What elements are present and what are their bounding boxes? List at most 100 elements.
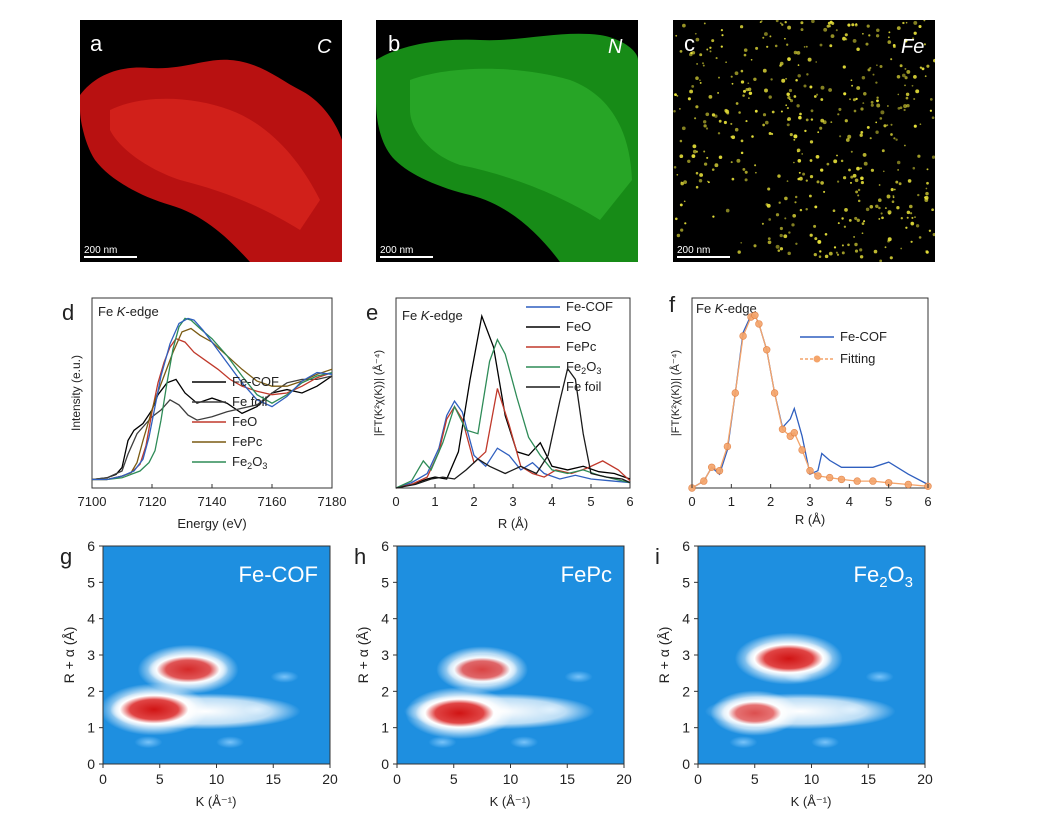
iron-dot <box>915 224 920 228</box>
fitting-point <box>762 346 771 354</box>
x-tick-label: 4 <box>548 494 555 509</box>
iron-dot <box>904 67 907 70</box>
iron-dot <box>872 73 875 76</box>
iron-dot <box>809 85 813 89</box>
iron-dot <box>926 181 929 185</box>
x-tick-label: 20 <box>917 771 933 787</box>
legend-label: FePc <box>566 339 597 354</box>
iron-dot <box>725 61 727 64</box>
x-tick-label: 5 <box>587 494 594 509</box>
sample-label-sub2: 2 <box>879 574 887 591</box>
x-axis-label: R (Å) <box>795 512 825 527</box>
iron-dot <box>740 80 745 84</box>
iron-dot <box>804 129 807 133</box>
series-line-2 <box>395 388 631 489</box>
iron-dot <box>696 62 699 65</box>
iron-dot <box>893 188 896 191</box>
iron-dot <box>798 115 802 120</box>
iron-dot <box>744 178 748 182</box>
iron-dot <box>761 222 764 225</box>
iron-dot <box>865 207 870 212</box>
iron-dot <box>823 27 828 32</box>
iron-dot <box>838 107 842 111</box>
iron-dot <box>910 240 913 243</box>
iron-dot <box>833 246 837 249</box>
texture-blob <box>729 736 758 749</box>
map-background <box>673 20 935 262</box>
iron-dot <box>856 47 860 51</box>
x-axis-label: R (Å) <box>498 516 528 531</box>
iron-dot <box>725 208 730 213</box>
iron-dot <box>802 172 806 176</box>
iron-dot <box>876 28 880 33</box>
series-line-4 <box>395 367 631 489</box>
iron-dot <box>835 29 838 32</box>
legend-label: FePc <box>232 434 263 449</box>
iron-dot <box>798 171 801 174</box>
iron-dot <box>731 82 734 85</box>
iron-dot <box>695 37 700 42</box>
x-tick-label: 15 <box>559 771 575 787</box>
fitting-point <box>869 477 877 485</box>
iron-dot <box>750 58 753 61</box>
iron-dot <box>797 150 799 153</box>
iron-dot <box>788 231 791 234</box>
iron-dot <box>714 163 719 168</box>
iron-dot <box>730 161 733 164</box>
iron-dot <box>888 212 891 215</box>
iron-dot <box>893 137 896 140</box>
iron-dot <box>899 64 903 68</box>
iron-dot <box>850 150 853 153</box>
iron-dot <box>742 94 745 97</box>
iron-dot <box>743 48 748 52</box>
iron-dot <box>784 21 787 24</box>
iron-dot <box>731 177 735 181</box>
iron-dot <box>813 95 817 98</box>
y-tick-label: 4 <box>381 611 389 627</box>
legend-label-part: O <box>252 454 262 469</box>
iron-dot <box>897 107 901 110</box>
fitting-point <box>837 475 846 484</box>
iron-dot <box>859 255 864 259</box>
iron-dot <box>854 249 859 253</box>
iron-dot <box>771 110 775 114</box>
iron-dot <box>913 97 916 101</box>
iron-dot <box>884 246 887 249</box>
iron-dot <box>679 50 683 53</box>
iron-dot <box>805 118 809 122</box>
texture-blob <box>216 736 245 749</box>
iron-dot <box>882 170 885 173</box>
iron-dot <box>695 171 699 175</box>
iron-dot <box>691 50 696 55</box>
iron-dot <box>751 135 754 138</box>
iron-dot <box>861 222 865 225</box>
iron-dot <box>738 111 741 114</box>
y-tick-label: 5 <box>682 574 690 590</box>
iron-dot <box>860 107 864 111</box>
iron-dot <box>932 233 935 237</box>
iron-dot <box>679 108 681 110</box>
series-line-0 <box>691 314 929 489</box>
iron-dot <box>852 38 857 43</box>
iron-dot <box>860 176 864 181</box>
iron-dot <box>789 133 793 137</box>
iron-dot <box>879 65 883 68</box>
iron-dot <box>820 85 825 90</box>
x-tick-label: 5 <box>156 771 164 787</box>
fitting-point <box>814 472 822 480</box>
x-tick-label: 10 <box>804 771 820 787</box>
iron-dot <box>931 155 935 159</box>
iron-dot <box>679 154 684 159</box>
iron-dot <box>856 218 860 222</box>
scale-bar-label: 200 nm <box>677 245 710 256</box>
iron-dot <box>709 46 712 49</box>
iron-dot <box>689 89 694 94</box>
chart-title-prefix: Fe <box>98 304 117 319</box>
iron-dot <box>841 244 844 247</box>
chart-title: Fe K-edge <box>98 304 159 319</box>
heatmap-panel-g: g Fe-COF 0 5 10 15 20 0 1 2 3 4 5 6 K (Å⁻¹) R + α (… <box>60 538 338 809</box>
x-tick-label: 3 <box>806 494 813 509</box>
iron-dot <box>762 36 765 39</box>
iron-dot <box>720 29 724 32</box>
y-tick-label: 1 <box>381 720 389 736</box>
